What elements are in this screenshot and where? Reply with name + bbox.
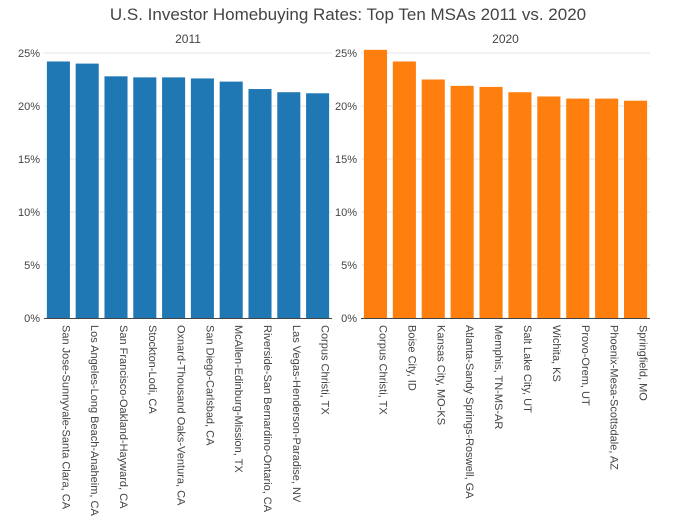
- panel-subtitle: 2011: [175, 32, 201, 46]
- y-tick-label: 10%: [18, 207, 40, 219]
- bar[interactable]: [190, 78, 214, 318]
- y-tick-label: 25%: [335, 48, 357, 60]
- category-label: Springfield, MO: [637, 325, 649, 401]
- bar[interactable]: [46, 61, 70, 318]
- bar[interactable]: [623, 100, 648, 318]
- chart-title: U.S. Investor Homebuying Rates: Top Ten …: [110, 5, 586, 24]
- bar[interactable]: [421, 79, 445, 319]
- category-label: Kansas City, MO-KS: [434, 325, 446, 425]
- y-tick-label: 0%: [24, 313, 40, 325]
- y-tick-label: 15%: [335, 154, 357, 166]
- category-label: Riverside-San Bernardino-Ontario, CA: [261, 325, 273, 513]
- bar[interactable]: [479, 86, 503, 318]
- y-tick-label: 20%: [18, 101, 40, 113]
- bar[interactable]: [104, 76, 128, 318]
- bar[interactable]: [219, 81, 243, 319]
- y-tick-label: 5%: [341, 260, 357, 272]
- bar[interactable]: [277, 92, 301, 318]
- bar[interactable]: [392, 61, 416, 318]
- category-label: Boise City, ID: [405, 325, 417, 391]
- panel-2020: 2020 0% 5% 10% 15% 20% 25% Corpus Christi, TX Bo…: [335, 32, 650, 499]
- category-label: Stockton-Lodi, CA: [146, 325, 158, 414]
- y-tick-label: 10%: [335, 207, 357, 219]
- y-tick-label: 25%: [18, 48, 40, 60]
- category-label: Salt Lake City, UT: [521, 325, 533, 413]
- category-label: Provo-Orem, UT: [579, 325, 591, 406]
- bar[interactable]: [537, 96, 561, 319]
- bar[interactable]: [306, 93, 330, 318]
- bar[interactable]: [595, 98, 619, 318]
- category-label: McAllen-Edinburg-Mission, TX: [232, 325, 244, 473]
- category-label: San Jose-Sunnyvale-Santa Clara, CA: [59, 325, 71, 510]
- y-tick-label: 20%: [335, 101, 357, 113]
- category-label: San Francisco-Oakland-Hayward, CA: [117, 325, 129, 509]
- y-tick-label: 5%: [24, 260, 40, 272]
- category-label: Wichita, KS: [550, 325, 562, 382]
- y-tick-label: 0%: [341, 313, 357, 325]
- bar[interactable]: [75, 63, 99, 318]
- bar[interactable]: [248, 89, 272, 318]
- category-label: Las Vegas-Henderson-Paradise, NV: [290, 325, 302, 503]
- bar[interactable]: [363, 49, 388, 318]
- bar[interactable]: [508, 92, 532, 318]
- bar[interactable]: [450, 85, 474, 318]
- category-label: Corpus Christi, TX: [319, 325, 331, 415]
- bar[interactable]: [566, 98, 590, 318]
- panel-2011: 2011 0% 5% 10% 15% 20% 25% San Jose-Sunnyvale-S…: [18, 32, 332, 516]
- category-label: Corpus Christi, TX: [376, 325, 388, 415]
- bar[interactable]: [162, 77, 186, 318]
- category-label: Phoenix-Mesa-Scottsdale, AZ: [608, 325, 620, 470]
- category-label: Oxnard-Thousand Oaks-Ventura, CA: [175, 325, 187, 506]
- panel-subtitle: 2020: [492, 32, 519, 46]
- category-label: San Diego-Carlsbad, CA: [203, 325, 215, 446]
- category-label: Atlanta-Sandy Springs-Roswell, GA: [463, 325, 475, 499]
- y-tick-label: 15%: [18, 154, 40, 166]
- category-label: Memphis, TN-MS-AR: [492, 325, 504, 429]
- category-label: Los Angeles-Long Beach-Anaheim, CA: [88, 325, 100, 516]
- bar[interactable]: [133, 77, 157, 318]
